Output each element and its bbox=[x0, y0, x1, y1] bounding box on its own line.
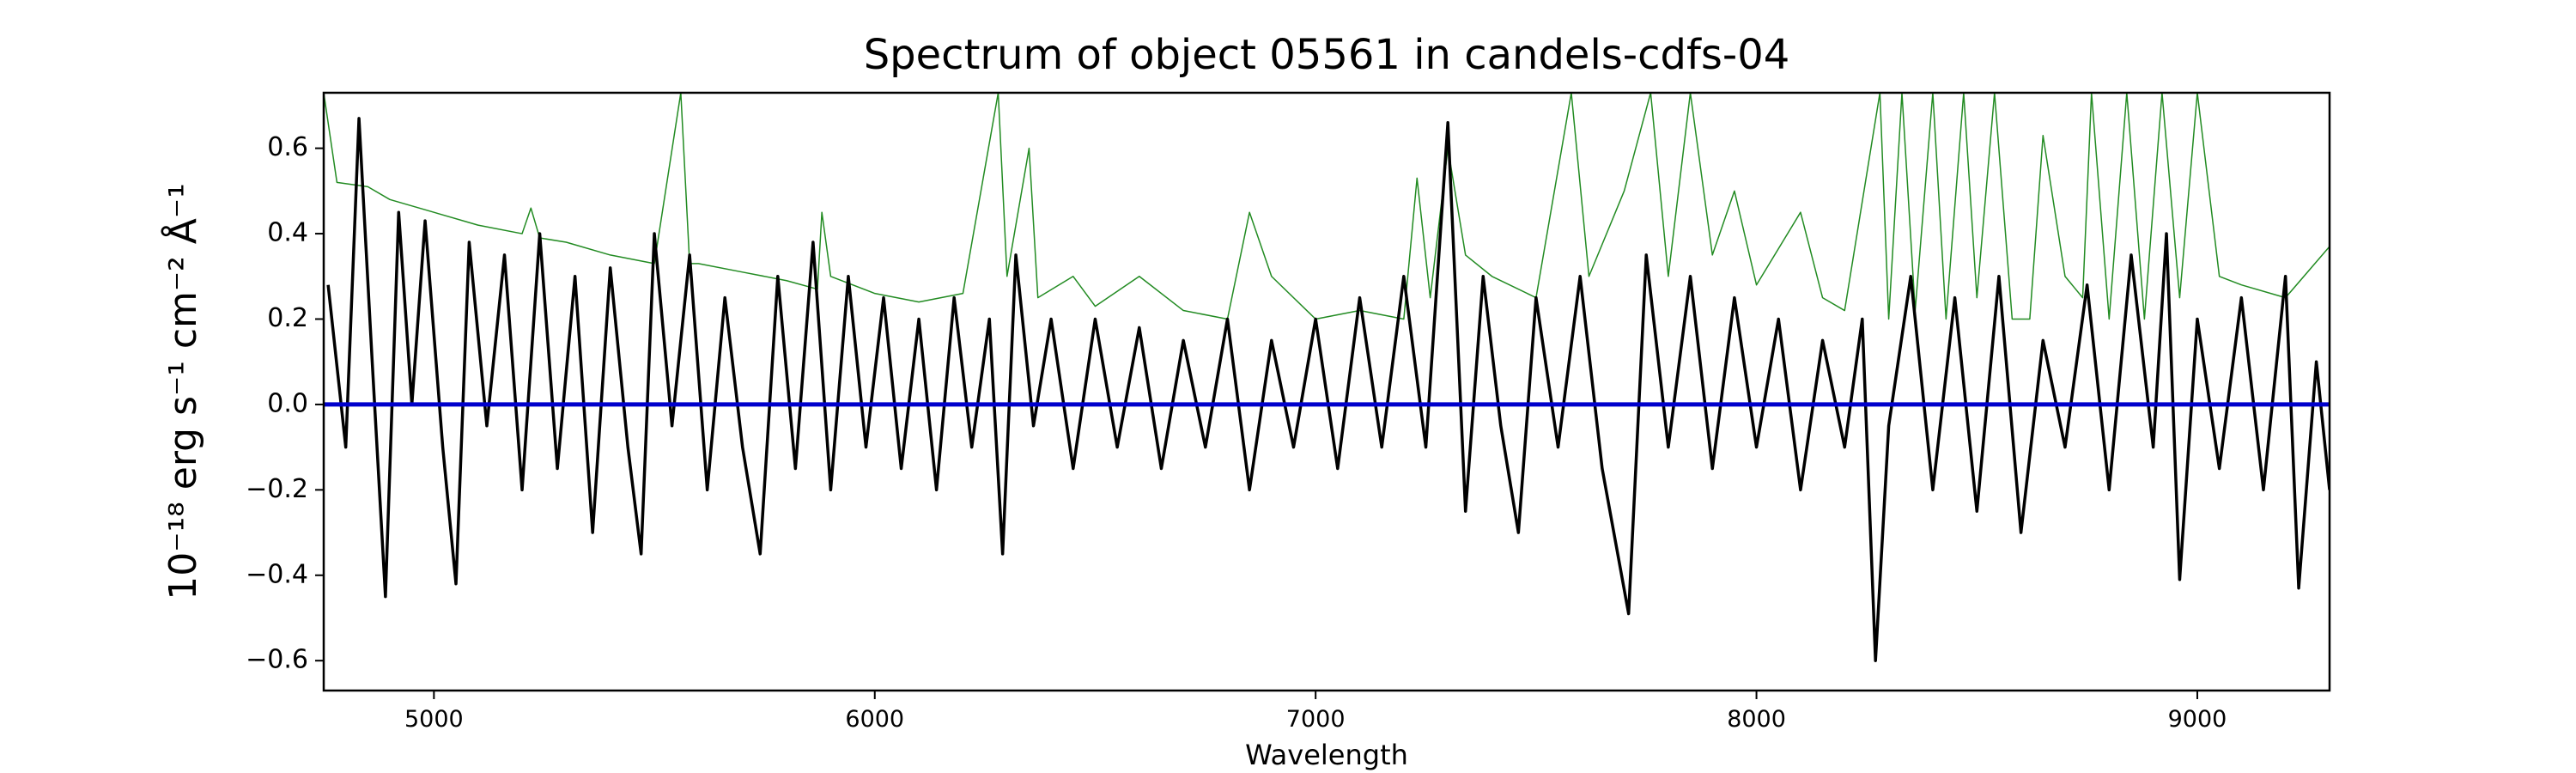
y-tick-label: 0.0 bbox=[267, 388, 308, 418]
chart-title: Spectrum of object 05561 in candels-cdfs… bbox=[864, 31, 1790, 79]
plot-frame bbox=[322, 91, 2331, 692]
x-tick-label: 5000 bbox=[404, 706, 464, 733]
y-tick-label: 0.2 bbox=[267, 303, 308, 333]
y-axis-label: 10⁻¹⁸ erg s⁻¹ cm⁻² Å⁻¹ bbox=[160, 183, 205, 600]
y-tick-label: 0.4 bbox=[267, 218, 308, 248]
y-tick-label: 0.6 bbox=[267, 132, 308, 162]
y-tick-label: −0.4 bbox=[246, 559, 308, 589]
spectrum-line bbox=[326, 117, 2330, 662]
plot-area bbox=[324, 93, 2330, 662]
axes: −0.6 −0.4 −0.2 0.0 0.2 0.4 0.6 5000 6000 7000 8000… bbox=[246, 132, 2227, 733]
x-tick-label: 6000 bbox=[845, 706, 904, 733]
y-tick-label: −0.6 bbox=[246, 645, 308, 675]
y-tick-label: −0.2 bbox=[246, 474, 308, 504]
x-tick-label: 9000 bbox=[2168, 706, 2227, 733]
x-axis-label: Wavelength bbox=[1245, 739, 1408, 771]
x-tick-label: 7000 bbox=[1286, 706, 1346, 733]
x-tick-label: 8000 bbox=[1727, 706, 1786, 733]
